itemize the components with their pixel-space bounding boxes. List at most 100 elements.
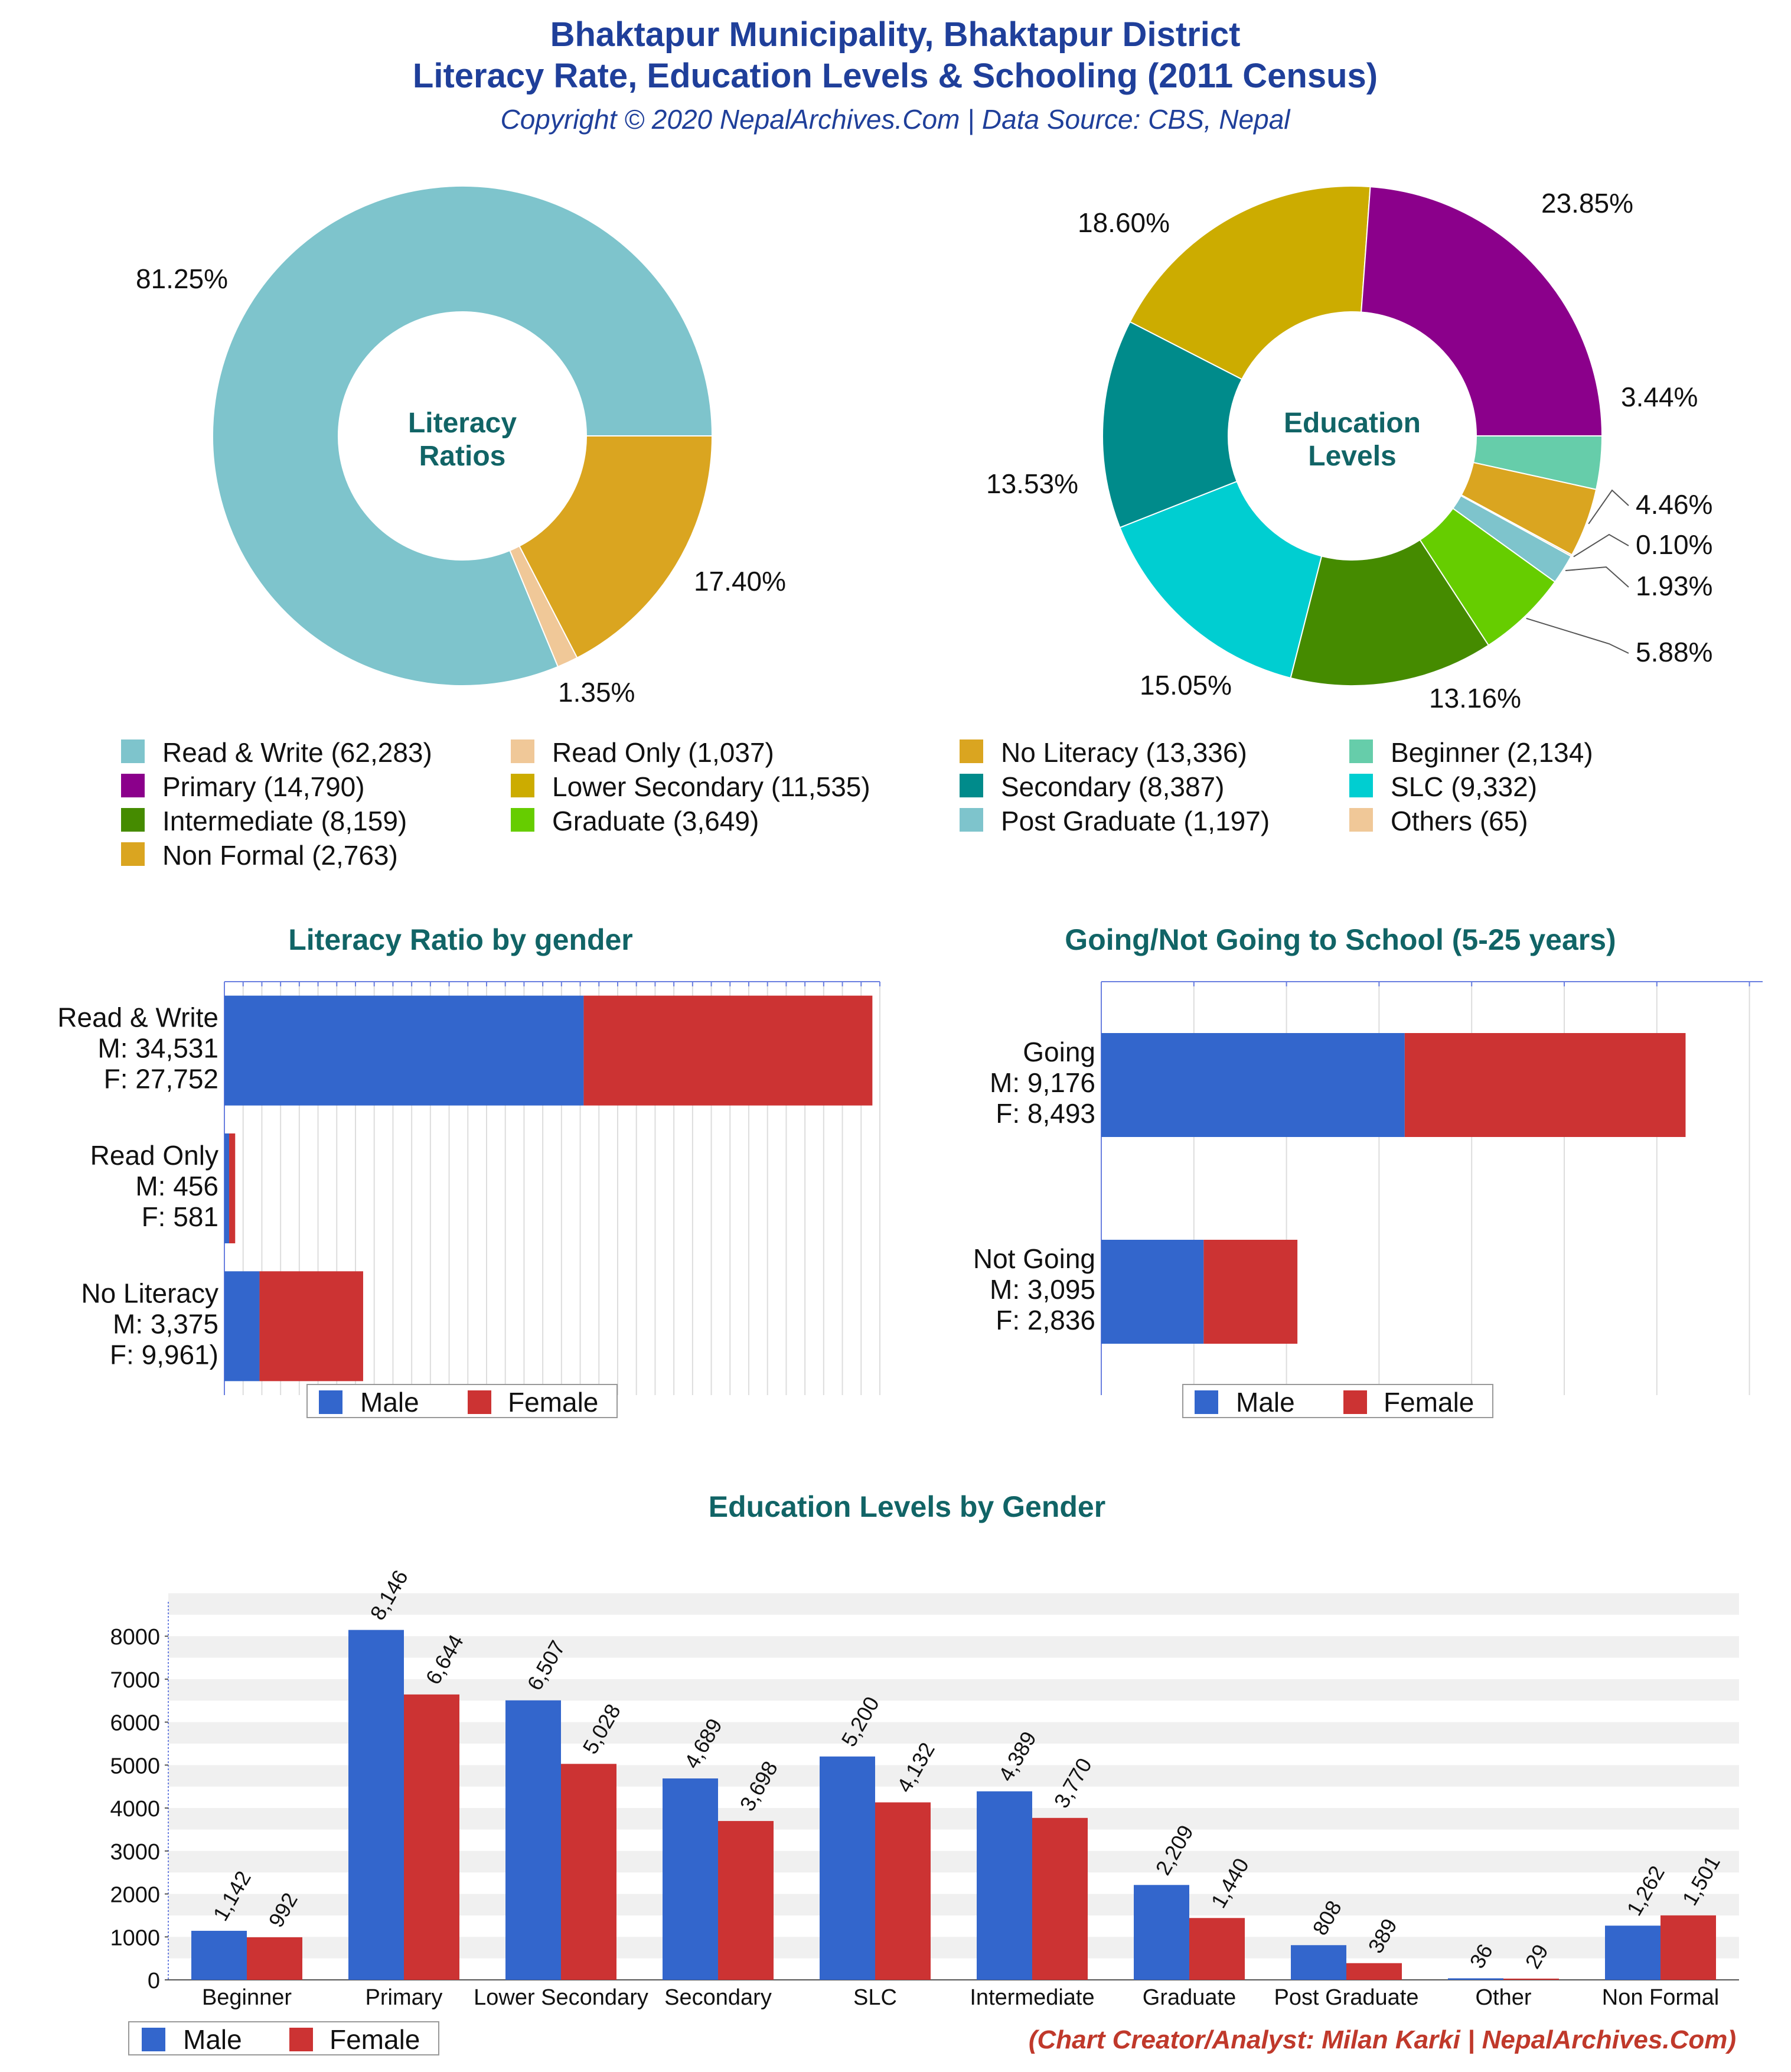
bar-category-label: F: 8,493	[996, 1098, 1095, 1129]
slice-percent-label: 13.53%	[986, 468, 1078, 499]
slice-percent-label: 4.46%	[1636, 489, 1712, 520]
legend-label: Lower Secondary (11,535)	[552, 771, 870, 802]
bar-male	[1448, 1978, 1503, 1980]
footer-credit: (Chart Creator/Analyst: Milan Karki | Ne…	[1029, 2025, 1736, 2054]
slice-percent-label: 1.35%	[558, 677, 635, 708]
legend-swatch	[121, 842, 145, 866]
legend-label: Beginner (2,134)	[1391, 737, 1593, 768]
legend-label: Graduate (3,649)	[552, 806, 759, 836]
education-levels-donut: 3.44% 4.46% 0.10% 1.93% 5.88% 13.16% 15.05% 13.…	[986, 185, 1712, 714]
bar-male	[348, 1630, 404, 1980]
bar-female	[583, 995, 873, 1106]
grid-band	[168, 1593, 1739, 1615]
legend-swatch	[511, 808, 534, 832]
donut-center-label: Ratios	[419, 441, 506, 472]
bar-male	[224, 995, 584, 1106]
donut-slice-lower-secondary	[1129, 185, 1371, 380]
slice-percent-label: 17.40%	[694, 566, 786, 597]
legend-label: Read Only (1,037)	[552, 737, 774, 768]
donut-center-label: Literacy	[408, 408, 517, 439]
legend-swatch	[121, 808, 145, 832]
bar-female	[561, 1764, 616, 1980]
bar-male	[1291, 1945, 1346, 1980]
donut-slice-primary	[1361, 186, 1603, 436]
slice-percent-label: 18.60%	[1078, 207, 1170, 238]
bar-female	[229, 1133, 236, 1243]
x-category-label: Secondary	[664, 1985, 772, 2010]
literacy-gender-title: Literacy Ratio by gender	[288, 923, 633, 956]
y-tick-label: 0	[148, 1969, 160, 1993]
bar-category-label: Read Only	[90, 1140, 218, 1171]
legend-swatch	[511, 739, 534, 763]
x-category-label: Primary	[366, 1985, 443, 2010]
bar-female	[1189, 1918, 1245, 1980]
page-subtitle: Copyright © 2020 NepalArchives.Com | Dat…	[500, 104, 1291, 135]
bar-female	[875, 1802, 931, 1980]
legend-swatch	[511, 774, 534, 797]
bar-male	[977, 1791, 1032, 1980]
school-going-title: Going/Not Going to School (5-25 years)	[1065, 923, 1616, 956]
legend-label: Others (65)	[1391, 806, 1528, 836]
legend-label-male: Male	[1236, 1387, 1295, 1418]
bar-category-label: M: 456	[135, 1171, 218, 1201]
legend-label: Non Formal (2,763)	[162, 840, 398, 871]
page-title-line1: Bhaktapur Municipality, Bhaktapur Distri…	[550, 15, 1241, 54]
legend-swatch-female	[468, 1390, 491, 1414]
bar-male	[1101, 1033, 1405, 1137]
donut-slice-intermediate	[1290, 539, 1490, 686]
legend-label: Primary (14,790)	[162, 771, 365, 802]
x-category-label: Intermediate	[970, 1985, 1094, 2010]
bar-male	[1605, 1926, 1660, 1980]
slice-percent-label: 23.85%	[1541, 188, 1633, 219]
slice-leader-line	[1526, 617, 1629, 654]
slice-percent-label: 1.93%	[1636, 571, 1712, 601]
y-tick-label: 6000	[110, 1711, 160, 1736]
legend-label-male: Male	[183, 2024, 242, 2055]
slice-leader-line	[1588, 489, 1629, 524]
bar-male	[224, 1271, 260, 1382]
legend-box	[1182, 1384, 1493, 1418]
slice-percent-label: 5.88%	[1636, 637, 1712, 667]
legend-label: Intermediate (8,159)	[162, 806, 407, 836]
x-category-label: Beginner	[202, 1985, 292, 2010]
legend-label: No Literacy (13,336)	[1001, 737, 1247, 768]
legend-label: Secondary (8,387)	[1001, 771, 1224, 802]
y-tick-label: 1000	[110, 1926, 160, 1950]
bar-female	[1032, 1817, 1088, 1980]
bar-category-label: M: 3,095	[990, 1274, 1095, 1305]
x-category-label: Non Formal	[1602, 1985, 1720, 2010]
legend-swatch-male	[1195, 1390, 1218, 1414]
bar-category-label: Read & Write	[57, 1002, 218, 1033]
bar-female	[1404, 1033, 1686, 1137]
bar-category-label: F: 9,961)	[110, 1339, 218, 1370]
bar-category-label: M: 3,375	[113, 1308, 218, 1339]
legend-box	[306, 1384, 618, 1418]
donut-slice-no-literacy	[518, 435, 713, 659]
bar-male	[505, 1700, 561, 1980]
bar-female	[247, 1937, 302, 1980]
bar-male	[224, 1133, 230, 1243]
y-tick-label: 5000	[110, 1754, 160, 1778]
donut-center-label: Education	[1284, 408, 1421, 439]
bar-category-label: Going	[1023, 1037, 1095, 1067]
legend-swatch-male	[142, 2028, 165, 2051]
donut-slice-read-write	[212, 185, 713, 686]
legend-label-female: Female	[330, 2024, 420, 2055]
bar-category-label: Not Going	[973, 1243, 1095, 1274]
page-title-line2: Literacy Rate, Education Levels & School…	[413, 57, 1378, 95]
legend-swatch-male	[319, 1390, 342, 1414]
bar-category-label: F: 2,836	[996, 1305, 1095, 1335]
bar-female	[1203, 1240, 1298, 1344]
grid-band	[168, 1636, 1739, 1658]
bar-male	[1134, 1885, 1189, 1980]
legend-swatch-female	[289, 2028, 313, 2051]
y-tick-label: 7000	[110, 1668, 160, 1693]
bar-female	[718, 1821, 774, 1980]
x-category-label: Lower Secondary	[474, 1985, 648, 2010]
donut-slice-secondary	[1102, 321, 1243, 529]
donut-legend: Read & Write (62,283) Read Only (1,037) No…	[121, 737, 1593, 871]
legend-label-female: Female	[1384, 1387, 1474, 1418]
